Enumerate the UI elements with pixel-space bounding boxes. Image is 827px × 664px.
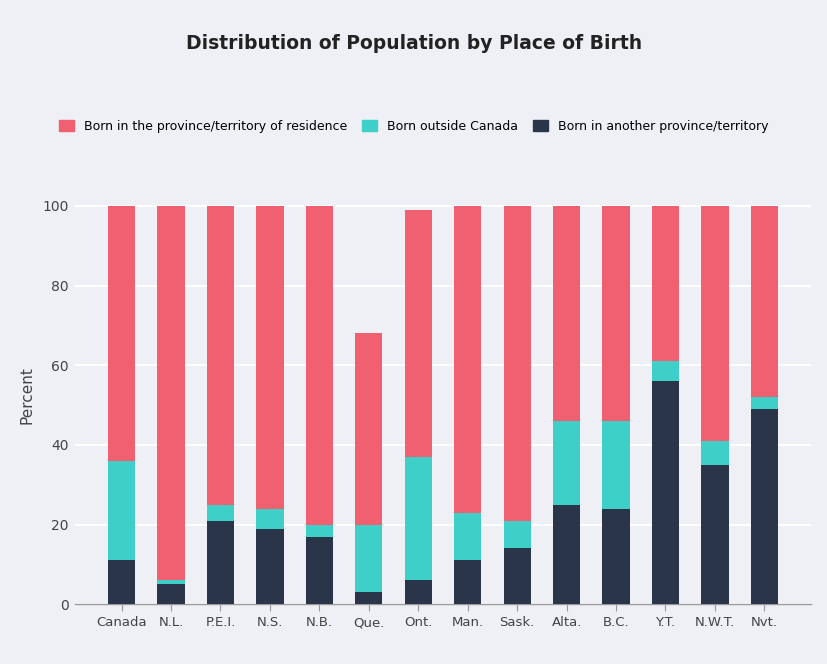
Bar — [750, 409, 777, 604]
Bar — [355, 592, 382, 604]
Bar — [453, 560, 480, 604]
Bar — [404, 210, 432, 457]
Bar — [700, 465, 728, 604]
Bar — [453, 206, 480, 513]
Bar — [157, 206, 184, 580]
Bar — [305, 537, 332, 604]
Bar — [750, 397, 777, 409]
Bar — [503, 548, 530, 604]
Bar — [700, 206, 728, 441]
Bar — [207, 505, 234, 521]
Bar — [355, 525, 382, 592]
Bar — [602, 421, 629, 509]
Bar — [256, 529, 283, 604]
Bar — [108, 560, 135, 604]
Y-axis label: Percent: Percent — [19, 366, 34, 424]
Bar — [453, 513, 480, 560]
Bar — [651, 206, 678, 361]
Bar — [305, 525, 332, 537]
Bar — [552, 505, 580, 604]
Bar — [651, 361, 678, 381]
Bar — [602, 509, 629, 604]
Bar — [404, 457, 432, 580]
Bar — [552, 421, 580, 505]
Bar — [108, 461, 135, 560]
Bar — [256, 206, 283, 509]
Bar — [750, 206, 777, 397]
Bar — [503, 521, 530, 548]
Bar — [157, 584, 184, 604]
Bar — [256, 509, 283, 529]
Bar — [108, 206, 135, 461]
Legend: Born in the province/territory of residence, Born outside Canada, Born in anothe: Born in the province/territory of reside… — [55, 116, 772, 136]
Bar — [355, 333, 382, 525]
Bar — [207, 206, 234, 505]
Bar — [305, 206, 332, 525]
Bar — [207, 521, 234, 604]
Bar — [700, 441, 728, 465]
Text: Distribution of Population by Place of Birth: Distribution of Population by Place of B… — [186, 35, 641, 53]
Bar — [157, 580, 184, 584]
Bar — [651, 381, 678, 604]
Bar — [602, 206, 629, 421]
Bar — [503, 206, 530, 521]
Bar — [552, 206, 580, 421]
Bar — [404, 580, 432, 604]
